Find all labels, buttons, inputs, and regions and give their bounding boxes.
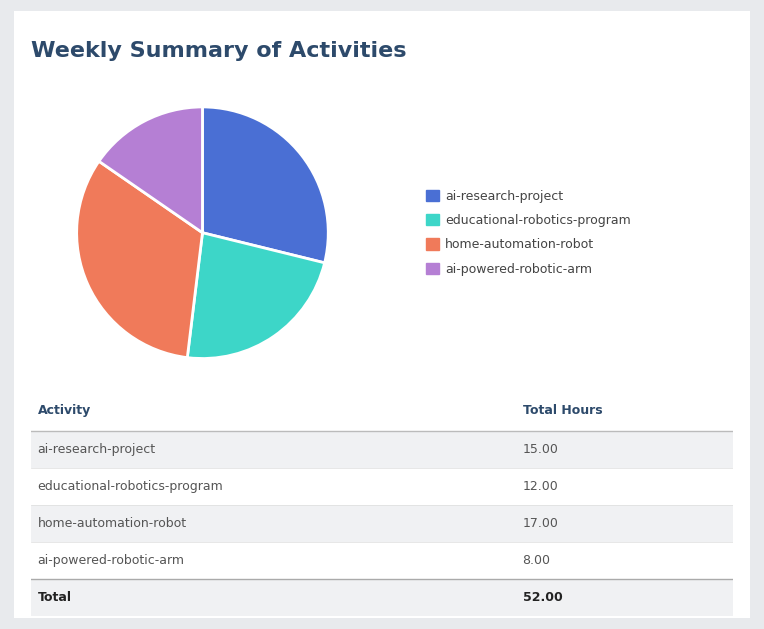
Text: 15.00: 15.00	[523, 443, 558, 456]
Wedge shape	[76, 161, 202, 358]
Bar	[31, 431, 733, 468]
Wedge shape	[187, 233, 325, 359]
Text: 17.00: 17.00	[523, 517, 558, 530]
Bar	[31, 579, 733, 616]
Bar	[31, 468, 733, 505]
Bar	[31, 542, 733, 579]
Text: educational-robotics-program: educational-robotics-program	[37, 480, 223, 493]
Text: 52.00: 52.00	[523, 591, 562, 604]
Text: Total: Total	[37, 591, 72, 604]
Text: home-automation-robot: home-automation-robot	[37, 517, 186, 530]
Text: Activity: Activity	[37, 404, 91, 417]
Text: ai-research-project: ai-research-project	[37, 443, 156, 456]
Text: Total Hours: Total Hours	[523, 404, 602, 417]
Text: Weekly Summary of Activities: Weekly Summary of Activities	[31, 41, 406, 61]
Text: ai-powered-robotic-arm: ai-powered-robotic-arm	[37, 554, 185, 567]
Wedge shape	[202, 107, 329, 263]
Text: 8.00: 8.00	[523, 554, 551, 567]
Text: 12.00: 12.00	[523, 480, 558, 493]
Legend: ai-research-project, educational-robotics-program, home-automation-robot, ai-pow: ai-research-project, educational-robotic…	[426, 190, 631, 276]
Bar	[31, 505, 733, 542]
Wedge shape	[99, 107, 202, 233]
